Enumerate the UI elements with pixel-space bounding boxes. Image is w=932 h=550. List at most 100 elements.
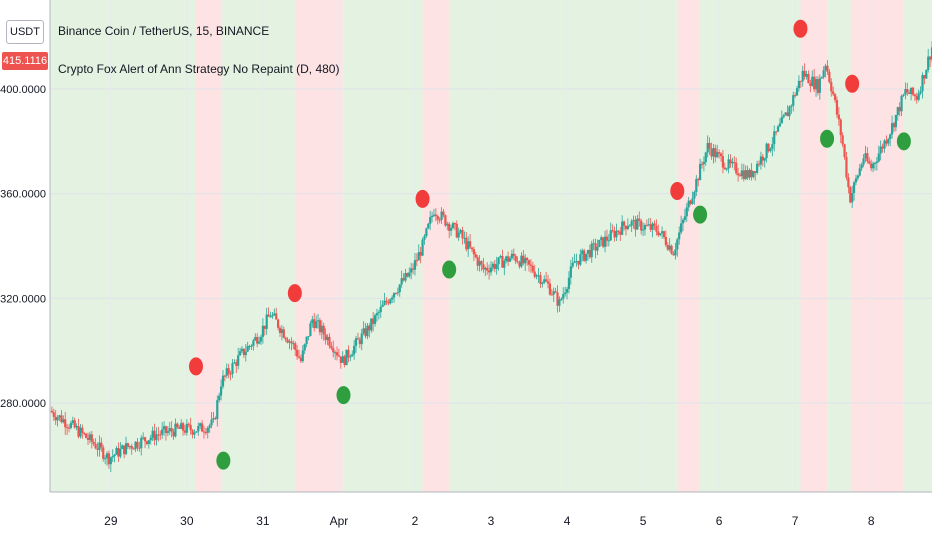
candle-body (814, 79, 818, 90)
candle-body (640, 220, 643, 231)
candle-body (429, 217, 432, 224)
candle-body (628, 225, 631, 227)
candle-body (233, 362, 236, 364)
candle-body (313, 319, 316, 328)
candle-body (178, 427, 181, 429)
candle-body (744, 170, 747, 179)
candle-body (512, 253, 515, 256)
buy-signal-marker (336, 386, 351, 405)
candle-body (923, 75, 926, 79)
candle-body (484, 267, 487, 270)
candle-body (187, 423, 190, 425)
candle-body (322, 325, 325, 335)
candle-body (776, 126, 780, 132)
candle-body (345, 349, 348, 366)
candle-body (370, 318, 373, 331)
candle-body (442, 211, 445, 216)
candle-body (548, 283, 552, 295)
candle-body (636, 218, 639, 230)
candle-body (347, 349, 350, 358)
candle-body (231, 363, 234, 374)
candle-body (149, 437, 152, 441)
candle-body (919, 91, 922, 94)
candle-body (546, 281, 550, 284)
symbol-legend[interactable]: Binance Coin / TetherUS, 15, BINANCE (58, 24, 270, 38)
candle-body (909, 87, 913, 94)
sell-signal-marker (793, 19, 808, 38)
candle-body (79, 427, 82, 437)
candle-body (556, 292, 559, 306)
candle-body (470, 247, 474, 250)
currency-unit-button[interactable]: USDT (6, 20, 44, 44)
candle-body (440, 211, 443, 220)
candle-body (263, 325, 266, 329)
candle-body (252, 340, 255, 346)
candle-body (917, 93, 920, 100)
candle-body (86, 437, 90, 440)
candle-body (818, 78, 821, 93)
zone-short (677, 0, 701, 492)
candle-body (609, 230, 612, 241)
candle-body (191, 430, 194, 435)
candle-body (267, 314, 270, 317)
candle-body (90, 434, 93, 442)
candle-body (571, 262, 574, 267)
candle-body (132, 448, 135, 450)
candle-body (527, 260, 531, 265)
candle-body (448, 223, 451, 231)
candle-body (592, 243, 595, 245)
x-tick-label: 8 (868, 514, 875, 528)
indicator-legend[interactable]: Crypto Fox Alert of Ann Strategy No Repa… (58, 62, 340, 76)
candle-body (277, 319, 280, 328)
candle-body (88, 434, 92, 440)
candle-body (335, 352, 339, 356)
candle-body (124, 443, 128, 455)
candle-body (119, 448, 122, 457)
candle-body (444, 215, 447, 226)
candle-body (868, 161, 871, 164)
candle-body (85, 433, 88, 438)
candle-body (539, 275, 542, 284)
candle-body (278, 327, 282, 333)
candle-body (52, 412, 55, 417)
candle-body (605, 236, 609, 241)
candle-body (326, 336, 329, 341)
candle-body (794, 95, 797, 97)
candle-body (402, 278, 405, 281)
candle-body (482, 264, 485, 270)
candle-body (212, 418, 215, 420)
candle-body (733, 161, 736, 163)
candle-body (630, 221, 633, 226)
y-axis-ticks[interactable]: 280.0000 320.0000 360.0000 400.0000 (0, 84, 46, 410)
candle-body (845, 157, 848, 178)
x-tick-label: Apr (330, 514, 349, 528)
candle-body (406, 273, 409, 277)
candle-body (474, 254, 477, 258)
candle-body (417, 252, 420, 261)
candle-body (723, 167, 726, 170)
candle-body (377, 312, 380, 314)
candle-body (387, 302, 390, 304)
candle-body (788, 106, 791, 117)
candle-body (185, 423, 188, 433)
x-axis-ticks[interactable]: 29 30 31 Apr 2 3 4 5 6 7 8 (104, 514, 875, 528)
zone-long (50, 0, 196, 492)
y-tick-label: 280.0000 (0, 398, 46, 410)
candle-body (638, 218, 641, 221)
x-tick-label: 29 (104, 514, 118, 528)
candle-body (866, 153, 869, 162)
candle-body (316, 320, 320, 322)
candle-body (813, 76, 816, 90)
candle-body (835, 100, 839, 115)
candle-body (151, 430, 154, 438)
candle-body (721, 156, 725, 168)
candle-body (107, 453, 111, 465)
candle-body (681, 219, 685, 224)
candle-body (607, 240, 610, 242)
candle-body (590, 243, 593, 258)
candle-body (415, 260, 418, 262)
candle-body (729, 159, 732, 164)
candle-body (181, 423, 185, 431)
candle-body (558, 299, 561, 306)
